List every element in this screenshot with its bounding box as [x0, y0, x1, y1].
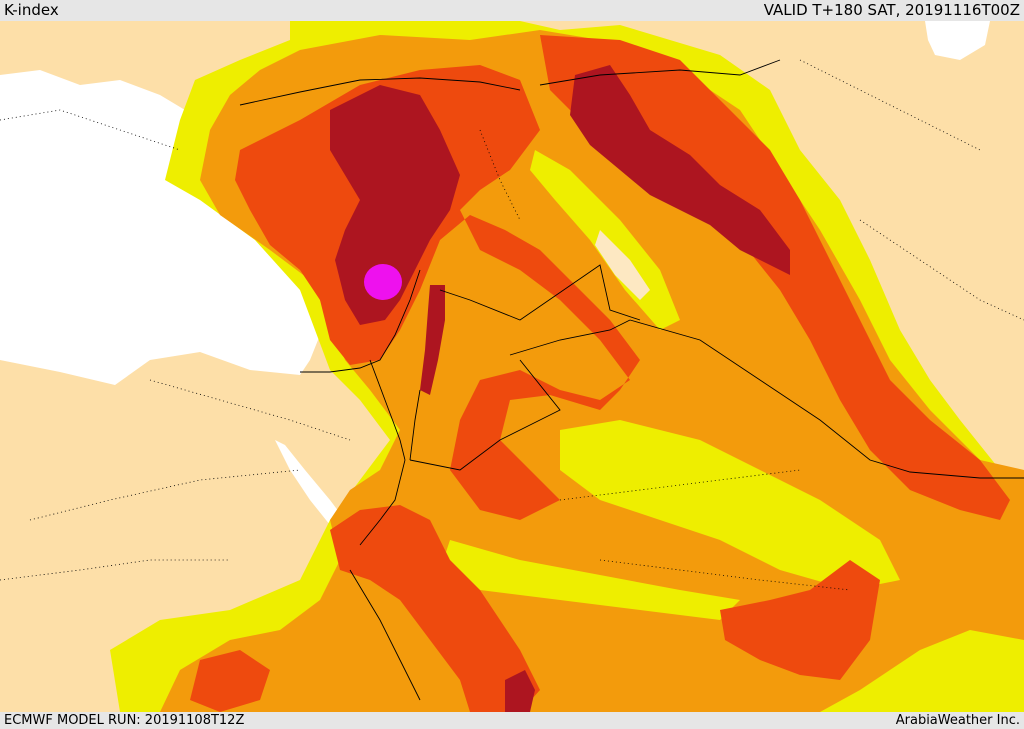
contour-red-orange: [235, 65, 640, 520]
inner-light-1: [595, 230, 650, 300]
valid-time: VALID T+180 SAT, 20191116T00Z: [763, 1, 1020, 19]
border-iraq-east: [629, 319, 1024, 479]
red-sea: [275, 440, 345, 525]
header-bar: K-index VALID T+180 SAT, 20191116T00Z: [0, 0, 1024, 21]
footer-bar: ECMWF MODEL RUN: 20191108T12Z ArabiaWeat…: [0, 712, 1024, 729]
border-sinai: [369, 359, 406, 461]
coast-gulf-aqaba: [359, 459, 406, 546]
model-run: ECMWF MODEL RUN: 20191108T12Z: [4, 713, 245, 728]
inner-yellow-2: [440, 540, 740, 620]
contour-dark-red-south: [505, 670, 535, 712]
contour-red-orange-se: [720, 560, 880, 680]
coastline-levant: [300, 269, 421, 373]
contour-dark-red: [330, 85, 460, 325]
field-title: K-index: [4, 1, 59, 19]
border-iraq-syria: [509, 319, 631, 356]
borders: [239, 59, 1024, 701]
k-index-map: [0, 21, 1024, 712]
contour-red-orange-south: [330, 505, 540, 712]
contour-magenta: [364, 264, 402, 300]
contour-red-orange-sw: [190, 650, 270, 712]
border-jordan: [439, 264, 641, 321]
border-turkey-syria: [239, 77, 521, 106]
contour-dark-red-rift: [420, 285, 445, 395]
border-saudi-north: [409, 359, 561, 471]
internal-boundaries: [0, 59, 1024, 591]
contour-dark-red-east: [570, 65, 790, 275]
inner-yellow-1: [560, 420, 900, 590]
credit: ArabiaWeather Inc.: [895, 713, 1020, 728]
caspian-sea: [925, 21, 990, 60]
border-rift: [409, 389, 421, 461]
border-saudi-south: [349, 569, 421, 701]
border-iraq-iran: [539, 59, 781, 86]
